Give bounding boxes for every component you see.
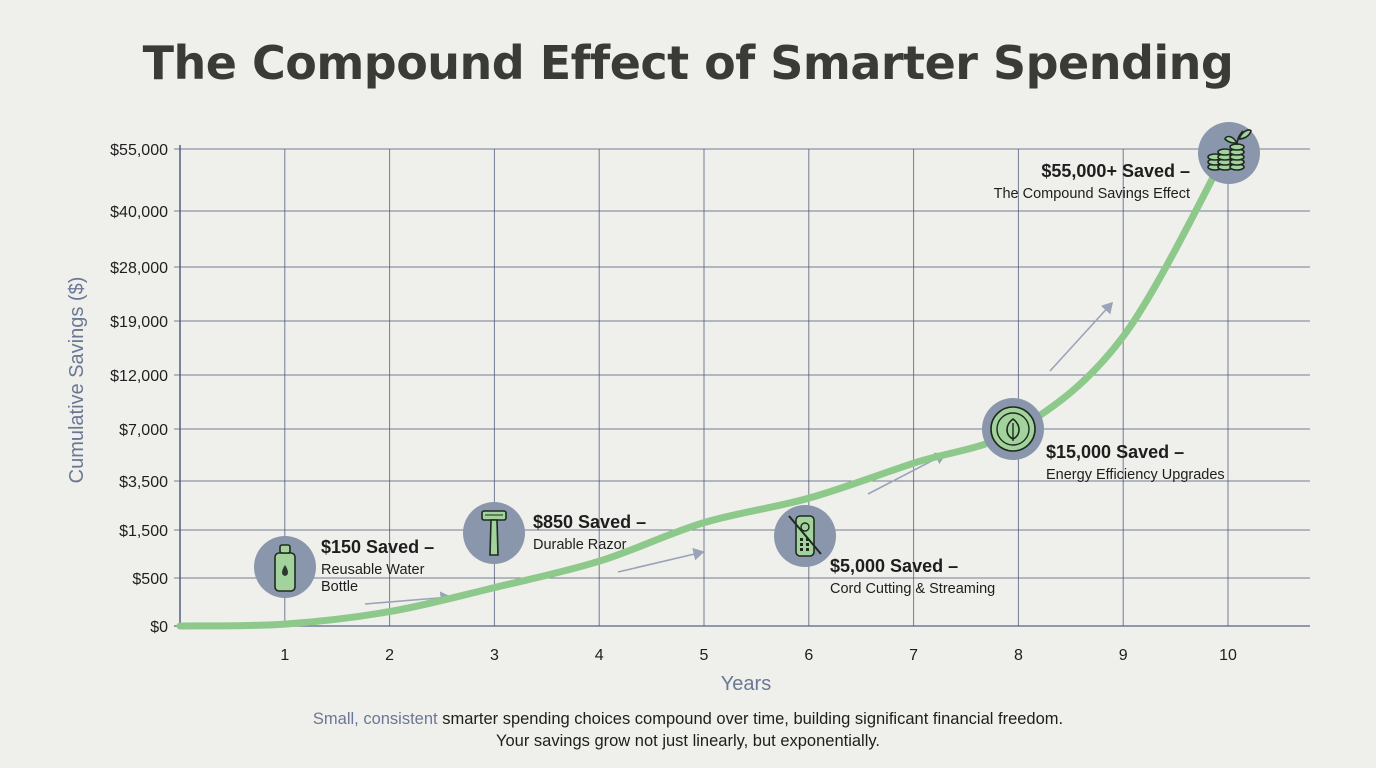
- annotation-title: $5,000 Saved –: [830, 556, 958, 576]
- y-tick-label: $12,000: [110, 368, 168, 385]
- annotation-title: $150 Saved –: [321, 537, 434, 557]
- y-tick-label: $500: [132, 571, 168, 588]
- x-tick-label: 8: [1014, 647, 1023, 664]
- x-tick-label: 4: [595, 647, 604, 664]
- x-tick-label: 5: [700, 647, 709, 664]
- x-tick-label: 10: [1219, 647, 1237, 664]
- y-tick-label: $28,000: [110, 260, 168, 277]
- milestone-icons: [254, 122, 1260, 598]
- annotation-title: $850 Saved –: [533, 512, 646, 532]
- x-tick-label: 7: [909, 647, 918, 664]
- water-bottle-icon: [254, 536, 316, 598]
- chart-caption: Small, consistent smarter spending choic…: [0, 708, 1376, 752]
- grid-lines: [174, 145, 1310, 627]
- annotation-subtitle: Energy Efficiency Upgrades: [1046, 467, 1225, 483]
- caption-line-1: Small, consistent smarter spending choic…: [0, 708, 1376, 730]
- caption-line-2: Your savings grow not just linearly, but…: [496, 732, 880, 750]
- caption-highlight: Small, consistent: [312, 710, 438, 728]
- annotation-subtitle: The Compound Savings Effect: [994, 186, 1190, 202]
- y-tick-label: $7,000: [119, 422, 168, 439]
- chart-title: The Compound Effect of Smarter Spending: [142, 36, 1234, 90]
- x-tick-label: 2: [385, 647, 394, 664]
- trend-arrow: [1049, 301, 1114, 372]
- y-tick-label: $0: [150, 619, 168, 636]
- y-tick-label: $19,000: [110, 314, 168, 331]
- y-tick-labels: $0 $500 $1,500 $3,500 $7,000 $12,000 $19,000 $2…: [110, 142, 168, 636]
- razor-icon: [463, 502, 525, 564]
- x-tick-label: 9: [1119, 647, 1128, 664]
- annotation-subtitle: Durable Razor: [533, 537, 627, 553]
- y-tick-label: $55,000: [110, 142, 168, 159]
- annotation-subtitle-line-2: Bottle: [321, 579, 358, 595]
- y-axis-label: Cumulative Savings ($): [66, 277, 88, 484]
- remote-crossed-icon: [774, 505, 836, 567]
- x-tick-label: 1: [280, 647, 289, 664]
- x-axis-label: Years: [721, 673, 771, 695]
- annotation-title: $55,000+ Saved –: [1041, 161, 1190, 181]
- y-tick-label: $1,500: [119, 523, 168, 540]
- x-tick-label: 6: [804, 647, 813, 664]
- x-tick-label: 3: [490, 647, 499, 664]
- coins-sprout-icon: [1198, 122, 1260, 184]
- trend-arrow: [617, 547, 705, 573]
- y-tick-label: $3,500: [119, 474, 168, 491]
- x-tick-labels: 1 2 3 4 5 6 7 8 9 10: [280, 647, 1237, 664]
- annotation-subtitle: Reusable Water: [321, 562, 425, 578]
- annotation-title: $15,000 Saved –: [1046, 442, 1184, 462]
- y-tick-label: $40,000: [110, 204, 168, 221]
- caption-line-1-rest: smarter spending choices compound over t…: [437, 710, 1064, 728]
- trend-arrow: [364, 591, 452, 605]
- annotation-subtitle: Cord Cutting & Streaming: [830, 581, 995, 597]
- savings-curve-line: [176, 145, 1232, 630]
- savings-curve: [176, 145, 1232, 630]
- leaf-gauge-icon: [982, 398, 1044, 460]
